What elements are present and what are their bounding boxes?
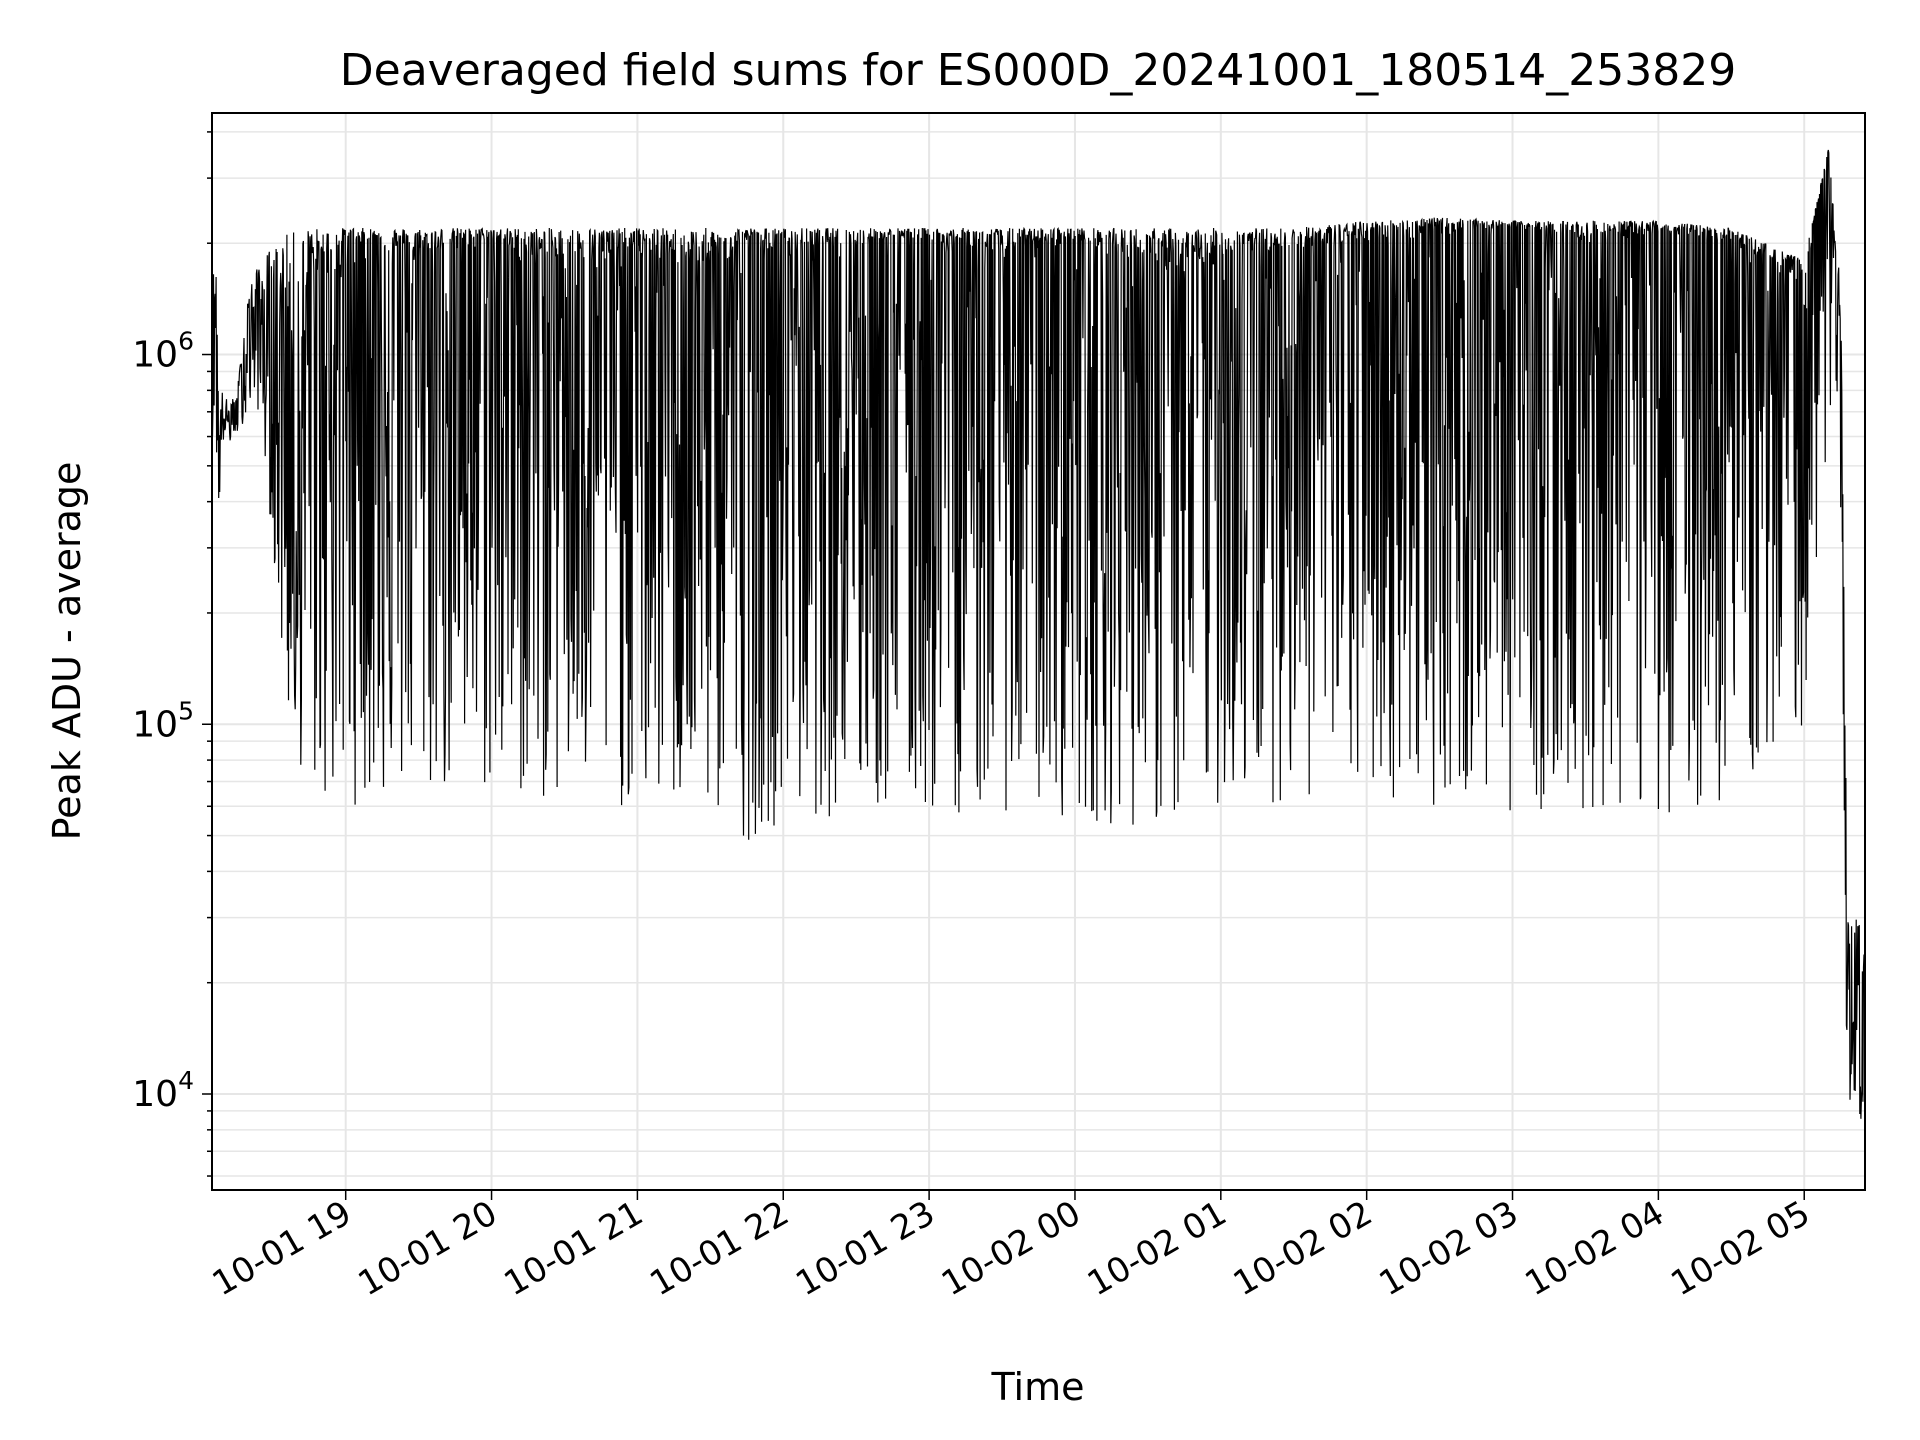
x-axis-label: Time — [991, 1365, 1085, 1409]
y-tick-exponent: 5 — [178, 696, 194, 725]
chart-title: Deaveraged field sums for ES000D_2024100… — [340, 45, 1736, 96]
data-series-line — [211, 149, 1866, 1119]
y-tick-exponent: 6 — [178, 327, 194, 356]
y-tick-exponent: 4 — [178, 1066, 194, 1095]
y-tick-base: 10 — [132, 704, 178, 745]
y-tick-label: 104 — [132, 1066, 194, 1115]
y-tick-base: 10 — [132, 335, 178, 376]
plot-area — [211, 149, 1866, 1119]
y-tick-base: 10 — [132, 1074, 178, 1115]
axes-frame — [211, 112, 1866, 1191]
y-tick-label: 106 — [132, 327, 194, 376]
y-axis-label: Peak ADU - average — [45, 462, 89, 841]
y-tick-label: 105 — [132, 696, 194, 745]
